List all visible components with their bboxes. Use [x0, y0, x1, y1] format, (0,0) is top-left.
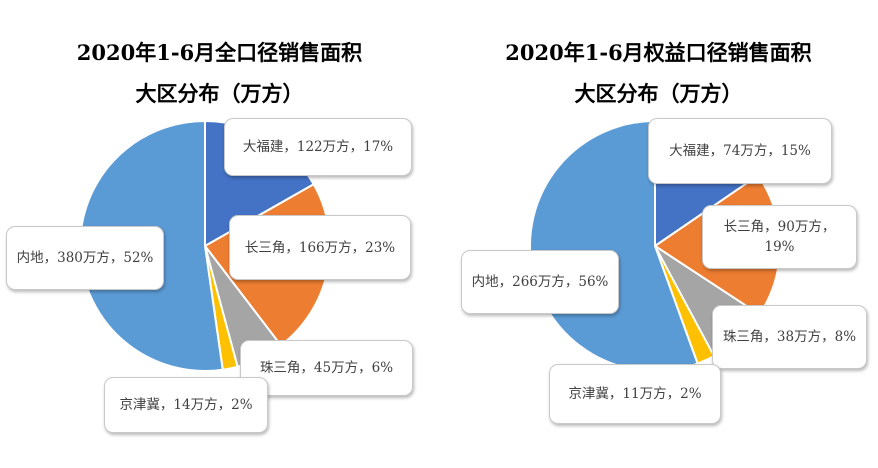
data-label-jingjinji: 京津冀，14万方，2% [104, 377, 268, 433]
data-label-dafujian: 大福建，74万方，15% [648, 118, 832, 184]
data-label-neidi: 内地，266万方，56% [461, 250, 619, 314]
pie-chart-total: 2020年1-6月全口径销售面积 大区分布（万方） 大福建，122万方，17% … [6, 40, 413, 433]
data-label-zhusanjiao: 珠三角，45万方，6% [240, 340, 413, 396]
pie-chart-equity: 2020年1-6月权益口径销售面积 大区分布（万方） 大福建，74万方，15% … [439, 0, 878, 468]
chart-subtitle: 大区分布（万方） [135, 81, 304, 106]
data-label-zhusanjiao: 珠三角，38万方，8% [712, 305, 867, 369]
data-label-jingjinji: 京津冀，11万方，2% [549, 364, 721, 424]
data-label-neidi: 内地，380万方，52% [6, 226, 164, 290]
data-label-changsanjiao: 长三角，90万方，19% [702, 205, 857, 269]
chart-title: 2020年1-6月全口径销售面积 [76, 40, 363, 65]
data-label-changsanjiao: 长三角，166万方，23% [229, 215, 411, 280]
chart-title: 2020年1-6月权益口径销售面积 [505, 40, 812, 65]
chart-subtitle: 大区分布（万方） [574, 81, 743, 106]
data-label-dafujian: 大福建，122万方，17% [224, 118, 412, 176]
